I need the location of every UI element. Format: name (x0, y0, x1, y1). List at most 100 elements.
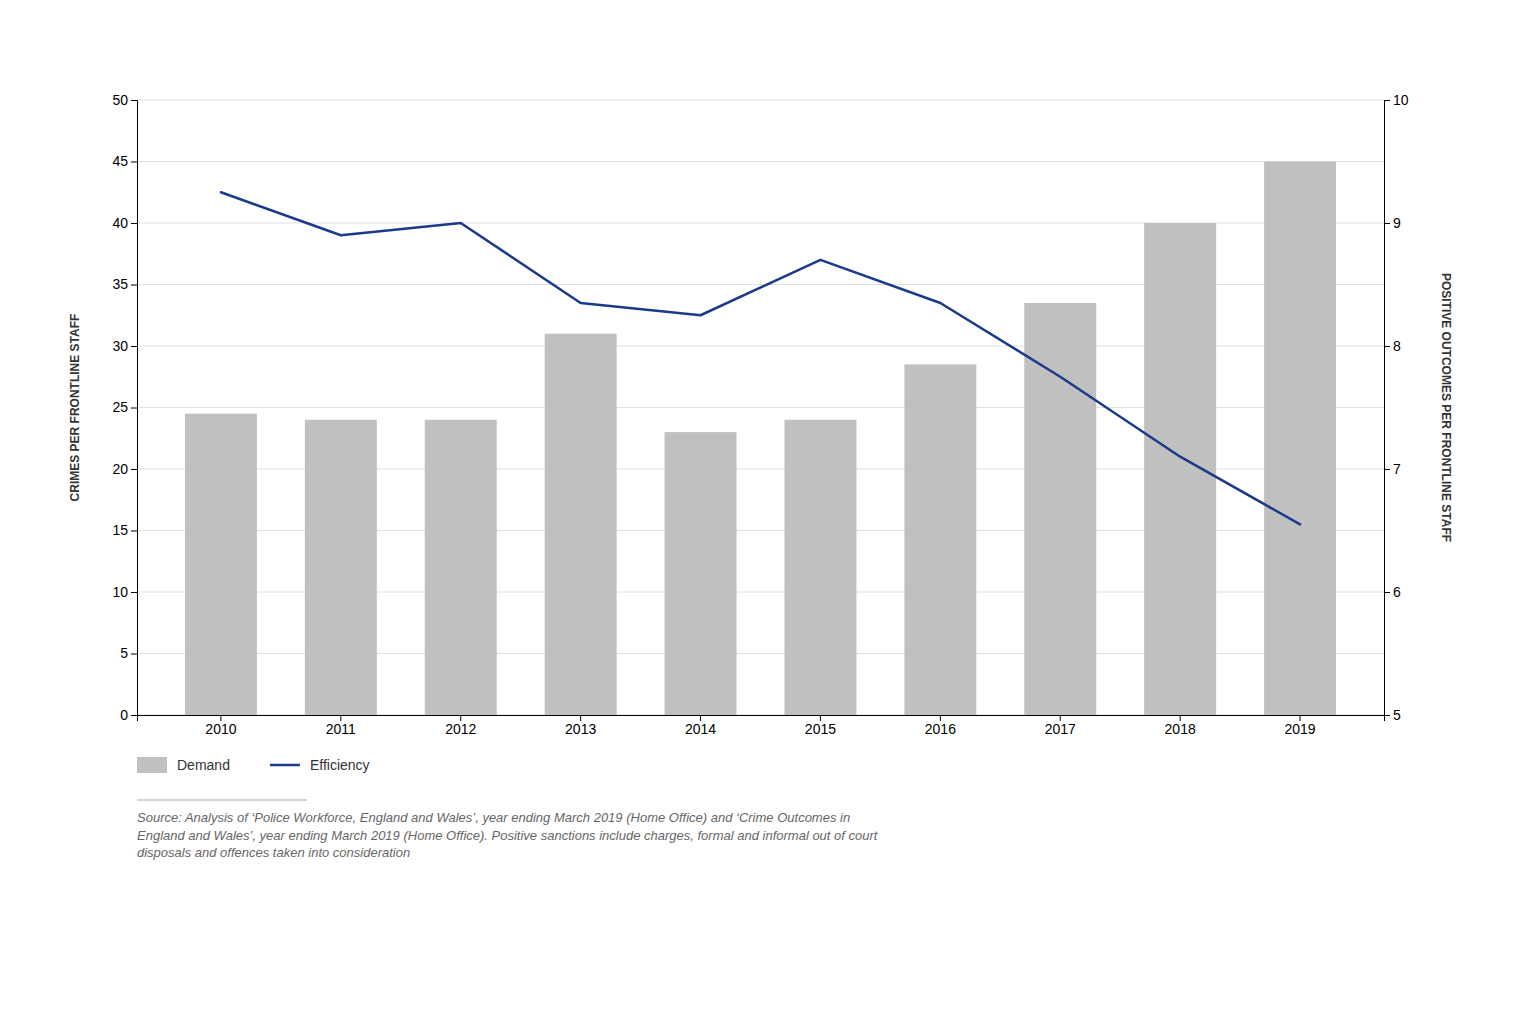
bar (305, 420, 377, 715)
y2-axis: 5 6 7 8 9 10 (1384, 92, 1409, 723)
tick: 2013 (565, 715, 596, 737)
tick-mark (131, 715, 137, 716)
legend-item: Efficiency (270, 757, 370, 773)
tick-label: 10 (112, 584, 128, 600)
tick: 2017 (1045, 715, 1076, 737)
tick: 40 (112, 215, 137, 231)
bar (1024, 303, 1096, 715)
tick-mark (1384, 346, 1390, 347)
tick-mark (1384, 592, 1390, 593)
grid-line (137, 161, 1384, 162)
bar (784, 420, 856, 715)
tick-label: 25 (112, 399, 128, 415)
y-axis-title: CRIMES PER FRONTLINE STAFF (68, 314, 82, 502)
grid-line (137, 100, 1384, 101)
tick-mark (1384, 223, 1390, 224)
tick-label: 6 (1393, 584, 1401, 600)
tick-label: 2019 (1284, 721, 1315, 737)
bar-series (185, 162, 1336, 716)
tick-mark (131, 469, 137, 470)
tick-mark (131, 346, 137, 347)
tick: 2011 (326, 715, 356, 737)
x-axis: 2010 2011 2012 2013 2014 2015 2016 2017 2018 2019 (138, 715, 1385, 737)
tick-mark (131, 592, 137, 593)
tick: 8 (1384, 338, 1401, 354)
annotation-line: England and Wales’, year ending March 20… (137, 828, 879, 843)
legend: Demand Efficiency (137, 757, 370, 773)
tick-label: 35 (112, 276, 128, 292)
tick: 6 (1384, 584, 1401, 600)
bar (1264, 162, 1336, 716)
tick-mark (131, 531, 137, 532)
tick-label: 2013 (565, 721, 596, 737)
y-axis: 0 5 10 15 20 25 30 35 40 45 50 (112, 92, 137, 723)
tick: 50 (112, 92, 137, 108)
tick-label: 8 (1393, 338, 1401, 354)
tick-label: 10 (1393, 92, 1409, 108)
tick-label: 2017 (1045, 721, 1076, 737)
tick: 20 (112, 461, 137, 477)
legend-label: Efficiency (310, 757, 370, 773)
tick: 9 (1384, 215, 1401, 231)
plot: 2010201120122013201420152016201720182019… (68, 92, 1453, 737)
tick-label: 2014 (685, 721, 716, 737)
tick: 2018 (1165, 715, 1196, 737)
axis-line (138, 716, 1385, 722)
tick-label: 5 (120, 645, 128, 661)
tick-label: 15 (112, 522, 128, 538)
tick-label: 9 (1393, 215, 1401, 231)
bar (1144, 223, 1216, 715)
tick: 10 (1384, 92, 1409, 108)
tick: 2016 (925, 715, 956, 737)
legend-item: Demand (137, 757, 230, 773)
tick: 5 (1384, 707, 1401, 723)
axis-line (131, 101, 138, 716)
tick-label: 40 (112, 215, 128, 231)
bar (425, 420, 497, 715)
tick: 7 (1384, 461, 1401, 477)
bar (545, 334, 617, 715)
tick: 2014 (685, 715, 716, 737)
tick: 2019 (1284, 715, 1315, 737)
tick-label: 20 (112, 461, 128, 477)
separator (137, 799, 307, 800)
annotation-line: Source: Analysis of ‘Police Workforce, E… (137, 810, 850, 825)
annotation: Source: Analysis of ‘Police Workforce, E… (137, 810, 879, 860)
tick-mark (131, 223, 137, 224)
tick-label: 7 (1393, 461, 1401, 477)
bar (185, 414, 257, 715)
tick-label: 45 (112, 153, 128, 169)
legend-label: Demand (177, 757, 230, 773)
tick-label: 0 (120, 707, 128, 723)
tick: 5 (120, 645, 137, 661)
line (221, 192, 1300, 524)
tick-label: 50 (112, 92, 128, 108)
grid (137, 100, 1384, 715)
tick: 2012 (445, 715, 476, 737)
tick: 10 (112, 584, 137, 600)
legend-swatch (270, 764, 300, 767)
tick-mark (131, 285, 137, 286)
tick: 15 (112, 522, 137, 538)
tick: 35 (112, 276, 137, 292)
tick-label: 2015 (805, 721, 836, 737)
tick-label: 2018 (1165, 721, 1196, 737)
tick-label: 30 (112, 338, 128, 354)
tick-mark (131, 100, 137, 101)
tick-mark (1384, 100, 1390, 101)
y2-axis-title: POSITIVE OUTCOMES PER FRONTLINE STAFF (1439, 273, 1453, 542)
tick-mark (131, 162, 137, 163)
tick: 30 (112, 338, 137, 354)
bar (904, 364, 976, 715)
tick-label: 5 (1393, 707, 1401, 723)
tick-mark (1384, 715, 1390, 716)
bar (665, 432, 737, 715)
annotation-line: disposals and offences taken into consid… (137, 845, 410, 860)
marks (185, 162, 1336, 716)
tick-mark (131, 408, 137, 409)
chart: 2010201120122013201420152016201720182019… (0, 0, 1521, 1021)
tick-label: 2010 (205, 721, 236, 737)
tick: 2010 (205, 715, 236, 737)
legend-swatch (137, 757, 167, 773)
tick: 25 (112, 399, 137, 415)
